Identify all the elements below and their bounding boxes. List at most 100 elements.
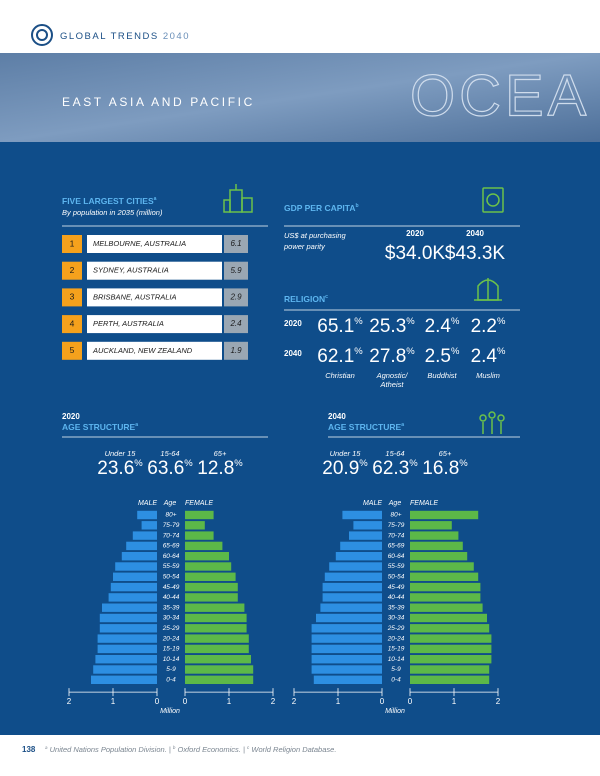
age-group-label: 10-14 [163,656,180,663]
city-name: PERTH, AUSTRALIA [93,319,164,328]
age-group-label: 45-49 [388,584,405,591]
age-group-label: 75-79 [163,522,180,529]
religion-share: 2.4% [471,346,506,367]
age-stat-value: 20.9% [322,458,368,479]
banner-big-text: OCEA [410,63,590,128]
rank: 2 [70,265,75,275]
stat-value: 12.8 [197,458,234,479]
gdp-subtitle: power parity [283,242,326,251]
value-box [224,261,248,280]
footnotes: a United Nations Population Division. | … [45,745,336,754]
rank: 5 [70,345,75,355]
stat-unit: % [134,458,143,469]
city-icon [223,184,253,213]
section-title: AGE STRUCTUREa [62,422,138,432]
x-tick-label: 0 [183,697,188,706]
age-group-label: 35-39 [163,604,180,611]
male-bar [99,624,157,633]
section-title: GDP PER CAPITAb [284,203,359,213]
title-text: GDP PER CAPITA [284,203,355,213]
footnote-mark: a [154,196,157,202]
age-group-label: 25-29 [162,625,180,632]
male-bar [324,572,382,581]
age-group-label: 0-4 [391,677,401,684]
male-bar [313,675,382,684]
age-group-label: 40-44 [388,594,405,601]
title-text: RELIGION [284,294,325,304]
stat-unit: % [497,316,506,327]
x-tick-label: 0 [380,697,385,706]
age-group-label: 15-19 [163,646,180,653]
age-stat-value: 62.3% [372,458,418,479]
religion-year: 2040 [284,349,302,358]
city-value: 2.9 [229,293,242,302]
banner-title: EAST ASIA AND PACIFIC [62,95,255,109]
age-label: Age [163,500,177,507]
stat-unit: % [451,316,460,327]
male-bar [95,655,157,664]
value-box [224,288,248,307]
religion-label: Christian [325,371,355,380]
age-group-label: 70-74 [163,532,180,539]
female-bar [185,655,251,664]
logo [31,24,53,46]
female-bar [185,593,238,602]
footnote-mark: a [135,422,138,428]
male-label: MALE [363,500,382,507]
stat-value: 16.8 [422,458,459,479]
female-bar [185,572,236,581]
stat-value: 23.6 [97,458,134,479]
religion-label: Buddhist [427,371,457,380]
separator: | [169,745,171,754]
female-bar [185,552,229,561]
male-bar [311,665,382,674]
age-group-label: 80+ [165,512,176,519]
male-bar [322,593,382,602]
male-bar [97,644,157,654]
separator: | [243,745,245,754]
male-bar [121,552,157,561]
age-group-label: 30-34 [388,615,405,622]
stat-value: 65.1 [317,316,354,337]
stat-value: 2.5 [425,346,451,367]
female-bar [410,634,492,643]
female-bar [410,572,479,581]
religion-year: 2020 [284,319,302,328]
city-value: 1.9 [230,346,242,355]
age-group-label: 40-44 [163,594,180,601]
religion-icon [474,278,502,301]
age-stat-value: 12.8% [197,458,243,479]
female-bar [410,593,481,602]
age-group-label: 60-64 [388,553,405,560]
city-value: 6.1 [230,239,241,248]
rank-box [62,315,82,334]
footnote-mark: a [45,745,48,750]
age-label: Age [388,500,402,507]
logo-inner [36,29,48,41]
x-axis-label: Million [160,708,180,715]
logo-text: GLOBAL TRENDS 2040 [60,31,190,42]
rank: 3 [70,292,75,302]
female-bar [410,552,468,561]
female-bar [410,613,487,623]
male-bar [141,521,157,530]
age-group-label: 5-9 [391,666,401,673]
age-stat-label: 65+ [439,449,452,458]
religion-share: 2.5% [425,346,460,367]
section-subtitle: By population in 2035 (million) [62,208,163,217]
gdp-subtitle: US$ at purchasing [284,231,347,240]
age-group-label: 55-59 [388,563,405,570]
male-label: MALE [138,500,157,507]
city-box [87,261,222,280]
footnote-text: United Nations Population Division. [50,745,167,754]
male-bar [329,562,382,571]
title-text: AGE STRUCTURE [62,422,136,432]
age-group-label: 25-29 [387,625,405,632]
title-text: AGE STRUCTURE [328,422,402,432]
stat-value: 25.3 [369,316,406,337]
x-tick-label: 1 [111,697,116,706]
religion-label: Atheist [380,380,405,389]
male-bar [311,644,382,654]
x-tick-label: 2 [292,697,297,706]
male-bar [93,665,157,674]
